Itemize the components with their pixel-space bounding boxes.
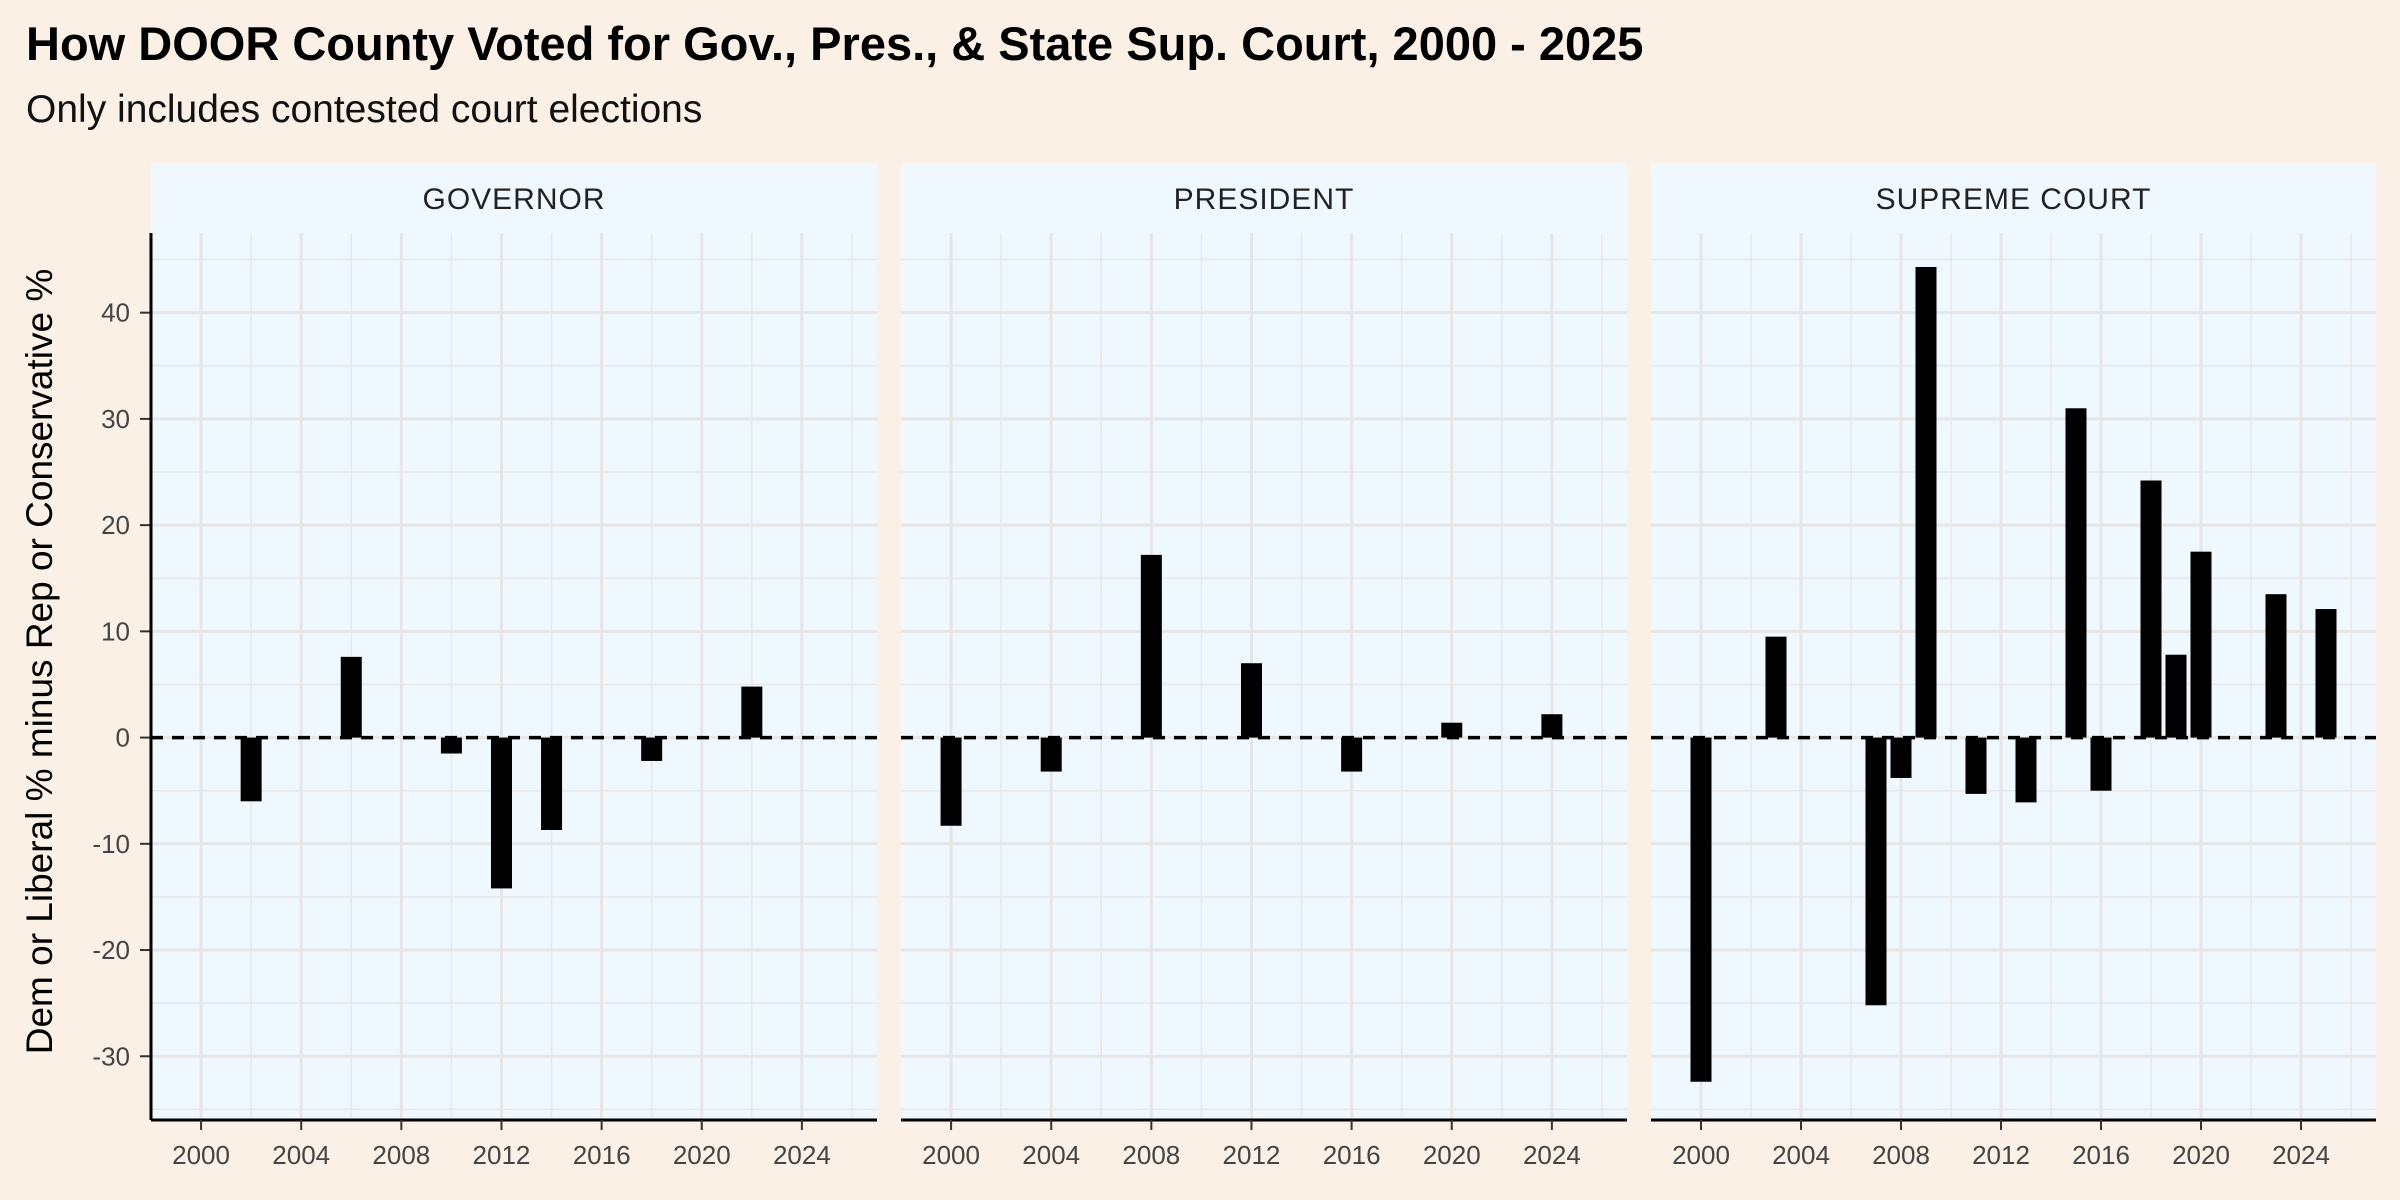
x-tick-label: 2004 bbox=[1022, 1140, 1080, 1170]
bar bbox=[2315, 609, 2337, 738]
bar bbox=[2190, 551, 2212, 738]
facet-strip bbox=[151, 163, 877, 233]
bar bbox=[1341, 737, 1363, 772]
bar bbox=[641, 737, 663, 761]
x-tick-label: 2012 bbox=[473, 1140, 531, 1170]
bar bbox=[1765, 636, 1787, 738]
bar bbox=[1865, 737, 1887, 1006]
x-tick-label: 2008 bbox=[1872, 1140, 1930, 1170]
bar bbox=[1690, 737, 1712, 1082]
bar bbox=[741, 686, 763, 738]
bar bbox=[340, 656, 362, 738]
x-tick-label: 2000 bbox=[922, 1140, 980, 1170]
x-tick-label: 2000 bbox=[1672, 1140, 1730, 1170]
y-tick-label: 30 bbox=[101, 404, 130, 434]
bar bbox=[1890, 737, 1912, 778]
bar bbox=[1965, 737, 1987, 794]
facet-strip bbox=[1651, 163, 2376, 233]
y-tick-label: 0 bbox=[116, 723, 130, 753]
x-tick-label: 2020 bbox=[673, 1140, 731, 1170]
chart-title: How DOOR County Voted for Gov., Pres., &… bbox=[26, 17, 1644, 70]
facet-strip-label: GOVERNOR bbox=[422, 183, 605, 216]
bar bbox=[1541, 714, 1563, 738]
y-tick-label: -10 bbox=[92, 829, 130, 859]
x-tick-label: 2016 bbox=[2072, 1140, 2130, 1170]
x-tick-label: 2024 bbox=[2272, 1140, 2330, 1170]
facet-strip bbox=[901, 163, 1627, 233]
panel-background bbox=[901, 233, 1627, 1120]
bar bbox=[1240, 663, 1262, 738]
x-tick-label: 2020 bbox=[1423, 1140, 1481, 1170]
bar bbox=[2265, 594, 2287, 738]
bar bbox=[1441, 722, 1463, 738]
bar bbox=[2015, 737, 2037, 803]
x-tick-label: 2008 bbox=[1122, 1140, 1180, 1170]
y-tick-label: 20 bbox=[101, 510, 130, 540]
bar bbox=[240, 737, 262, 802]
x-tick-label: 2016 bbox=[1323, 1140, 1381, 1170]
bar bbox=[2140, 480, 2162, 738]
y-tick-label: -20 bbox=[92, 935, 130, 965]
bar bbox=[541, 737, 563, 830]
y-tick-label: 10 bbox=[101, 616, 130, 646]
x-tick-label: 2024 bbox=[773, 1140, 831, 1170]
y-tick-label: 40 bbox=[101, 298, 130, 328]
y-axis-title: Dem or Liberal % minus Rep or Conservati… bbox=[19, 269, 60, 1055]
bar bbox=[1915, 266, 1937, 738]
facet-strip-label: PRESIDENT bbox=[1174, 183, 1355, 216]
bar bbox=[1040, 737, 1062, 772]
x-tick-label: 2000 bbox=[172, 1140, 230, 1170]
x-tick-label: 2012 bbox=[1223, 1140, 1281, 1170]
bar bbox=[1140, 554, 1162, 738]
x-tick-label: 2004 bbox=[272, 1140, 330, 1170]
x-tick-label: 2016 bbox=[573, 1140, 631, 1170]
x-tick-label: 2020 bbox=[2172, 1140, 2230, 1170]
x-tick-label: 2008 bbox=[372, 1140, 430, 1170]
y-tick-label: -30 bbox=[92, 1041, 130, 1071]
facet-strip-label: SUPREME COURT bbox=[1876, 183, 2152, 216]
bar bbox=[440, 737, 462, 754]
panel-background bbox=[151, 233, 877, 1120]
bar bbox=[2065, 408, 2087, 738]
chart-subtitle: Only includes contested court elections bbox=[26, 88, 703, 131]
x-tick-label: 2024 bbox=[1523, 1140, 1581, 1170]
bar bbox=[2165, 654, 2187, 738]
bar bbox=[940, 737, 962, 826]
x-tick-label: 2012 bbox=[1972, 1140, 2030, 1170]
bar bbox=[2090, 737, 2112, 791]
x-tick-label: 2004 bbox=[1772, 1140, 1830, 1170]
bar bbox=[490, 737, 512, 889]
